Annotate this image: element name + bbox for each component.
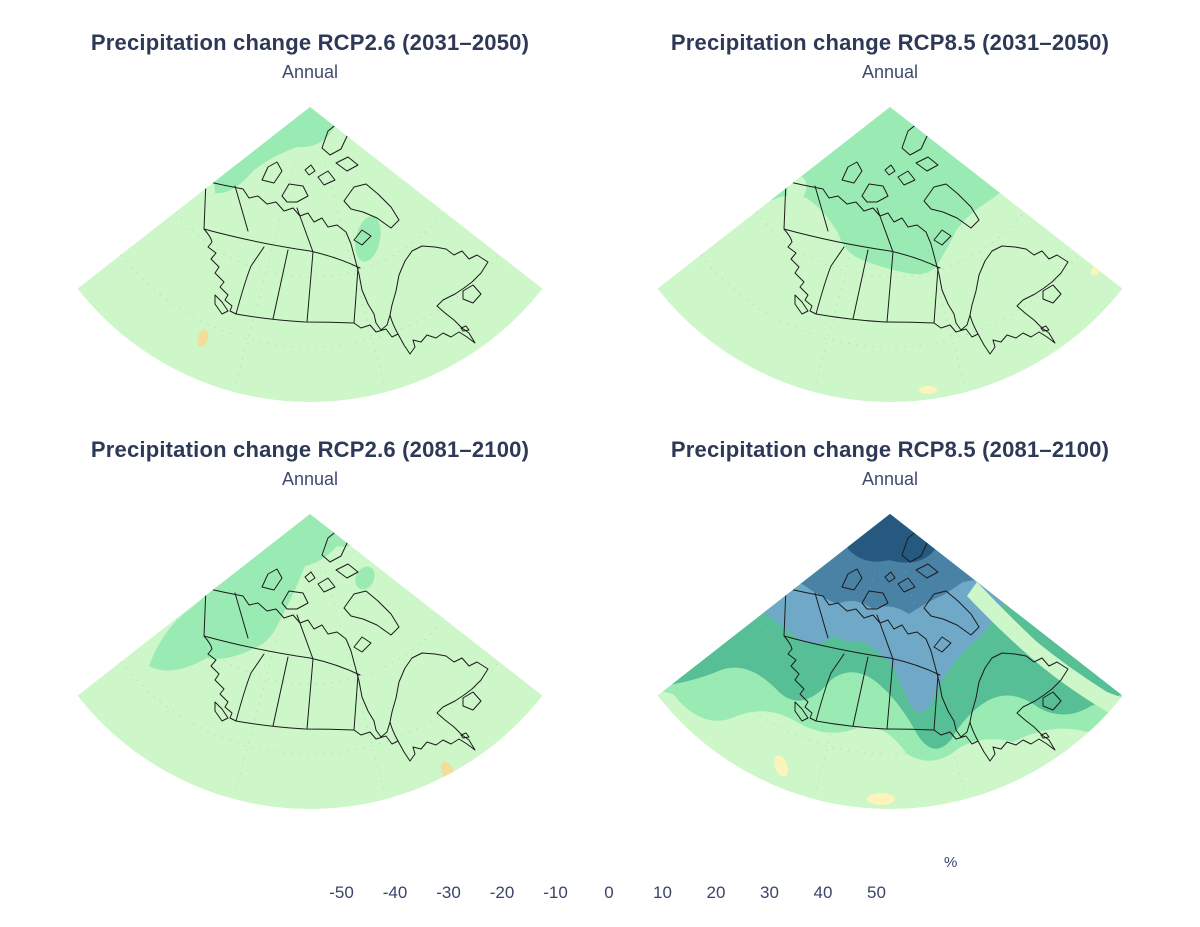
panel-subtitle: Annual [281,469,339,489]
colorbar-segment [609,862,663,876]
colorbar-segment [877,862,931,876]
colorbar-segment [288,862,342,876]
colorbar-segment [342,862,396,876]
map-canada-rcp26-2031-2050 [65,101,555,411]
panel-title: Precipitation change RCP8.5 (2031–2050) [670,30,1110,55]
colorbar-tick: -10 [543,883,568,902]
colorbar-segment [716,862,770,876]
colorbar-tick: 40 [813,883,833,902]
colorbar-legend: -50 -40 -30 -20 -10 0 10 20 30 40 50 % [288,854,1008,922]
panel-grid: Precipitation change RCP2.6 (2031–2050) … [30,30,1170,818]
colorbar-segment [663,862,717,876]
colorbar-segment [770,862,824,876]
panel-rcp26-2081-2100: Precipitation change RCP2.6 (2081–2100) … [30,437,590,818]
colorbar-tick: 20 [706,883,726,902]
panel-rcp26-2031-2050: Precipitation change RCP2.6 (2031–2050) … [30,30,590,411]
panel-subtitle: Annual [861,469,919,489]
panel-rcp85-2031-2050: Precipitation change RCP8.5 (2031–2050) … [610,30,1170,411]
colorbar-unit-label: % [944,854,958,871]
colorbar [288,862,930,876]
colorbar-tick: 30 [760,883,779,902]
colorbar-tick: -20 [489,883,515,902]
colorbar-tick: 0 [604,883,614,902]
map-canada-rcp85-2081-2100 [645,508,1135,818]
colorbar-segment [823,862,877,876]
panel-rcp85-2081-2100: Precipitation change RCP8.5 (2081–2100) … [610,437,1170,818]
panel-subtitle: Annual [281,62,339,82]
colorbar-tick: -50 [329,883,354,902]
colorbar-segment [556,862,610,876]
map-canada-rcp85-2031-2050 [645,101,1135,411]
colorbar-segment [449,862,503,876]
colorbar-tick: -30 [436,883,461,902]
colorbar-tick: -40 [382,883,408,902]
colorbar-segment [395,862,449,876]
panel-subtitle: Annual [861,62,919,82]
panel-title: Precipitation change RCP2.6 (2081–2100) [90,437,530,462]
colorbar-segment [502,862,556,876]
panel-title: Precipitation change RCP8.5 (2081–2100) [670,437,1110,462]
colorbar-tick: 10 [653,883,672,902]
panel-title: Precipitation change RCP2.6 (2031–2050) [90,30,530,55]
colorbar-tick: 50 [867,883,886,902]
map-canada-rcp26-2081-2100 [65,508,555,818]
